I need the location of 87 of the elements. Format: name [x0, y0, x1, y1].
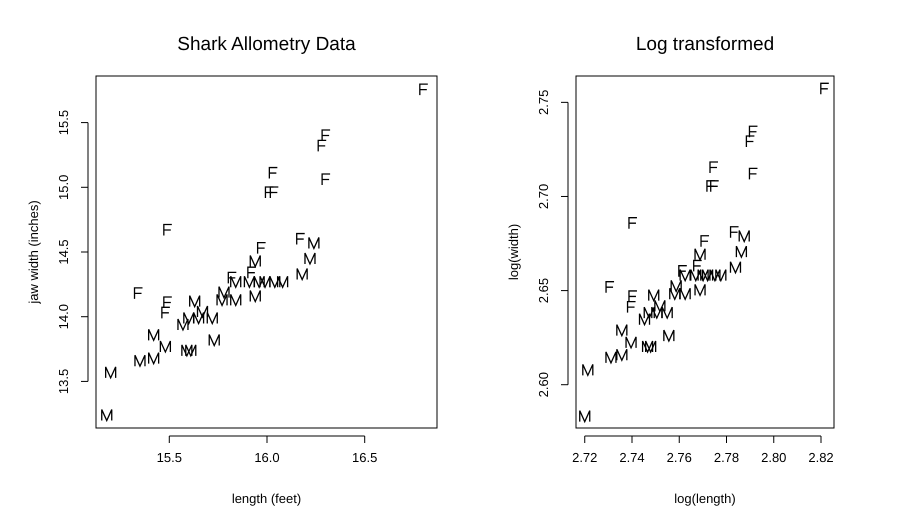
y-tick-label: 2.75 [536, 90, 551, 116]
point [625, 336, 637, 349]
point [230, 294, 242, 306]
point [270, 186, 279, 199]
point [709, 161, 719, 174]
chart-title: Shark Allometry Data [177, 34, 356, 55]
point [694, 248, 706, 260]
y-tick-label: 2.60 [536, 372, 551, 398]
point [230, 276, 242, 288]
point [134, 354, 146, 367]
x-tick-label: 2.78 [714, 450, 740, 466]
point [148, 328, 160, 341]
point [247, 266, 257, 279]
point [177, 318, 189, 331]
point [710, 180, 720, 192]
point [670, 280, 682, 292]
point [161, 306, 171, 319]
y-tick-label: 14.5 [56, 239, 71, 265]
point [308, 236, 320, 250]
point [206, 312, 218, 324]
point [628, 217, 638, 230]
point [163, 224, 172, 236]
point [148, 352, 160, 364]
x-tick-label: 15.5 [156, 450, 182, 466]
point [582, 364, 594, 376]
point [185, 344, 196, 357]
point [296, 232, 306, 246]
point [638, 313, 650, 326]
y-tick-label: 15.0 [56, 174, 71, 200]
y-tick-label: 15.5 [56, 110, 71, 136]
point [304, 252, 316, 265]
x-tick-label: 2.72 [572, 450, 598, 466]
point [216, 294, 228, 306]
point [208, 334, 220, 346]
point [736, 245, 748, 258]
point [419, 83, 428, 96]
y-axis-title: log(width) [506, 224, 521, 280]
x-tick-label: 2.82 [808, 450, 834, 466]
point [700, 235, 710, 248]
chart-title: Log transformed [636, 34, 774, 55]
point [694, 284, 706, 296]
point [820, 82, 830, 95]
point [748, 126, 758, 138]
y-axis-title: jaw width (inches) [26, 200, 41, 305]
point [228, 272, 237, 284]
point [663, 329, 674, 342]
point [250, 290, 261, 302]
point [648, 288, 660, 302]
point [738, 230, 750, 242]
point [160, 340, 172, 353]
point [654, 300, 666, 312]
x-tick-label: 2.80 [761, 450, 786, 466]
y-tick-label: 13.5 [56, 368, 71, 394]
point [250, 254, 261, 268]
point [626, 301, 636, 314]
point [134, 287, 144, 300]
point [256, 242, 266, 254]
x-tick-label: 16.0 [254, 450, 280, 466]
point [746, 135, 756, 148]
point [693, 260, 702, 272]
point [616, 324, 628, 336]
point [296, 268, 308, 280]
x-tick-label: 2.76 [666, 450, 692, 466]
point [579, 410, 590, 422]
y-tick-label: 2.70 [536, 184, 551, 210]
point [730, 261, 742, 274]
point [318, 140, 327, 152]
point [268, 166, 278, 180]
x-tick-label: 16.5 [352, 450, 378, 466]
y-tick-label: 2.65 [536, 278, 551, 304]
point [748, 168, 758, 180]
point [101, 408, 112, 422]
x-axis-title: length (feet) [232, 491, 302, 506]
y-tick-label: 14.0 [56, 304, 71, 330]
point [642, 340, 654, 353]
x-tick-label: 2.74 [619, 450, 645, 466]
point [218, 286, 230, 298]
point [181, 344, 193, 357]
point [605, 281, 615, 294]
point [645, 340, 656, 353]
point [196, 305, 208, 318]
x-axis-title: log(length) [674, 491, 736, 506]
point [678, 265, 688, 278]
point [189, 295, 200, 308]
point [105, 366, 116, 379]
point [321, 173, 331, 186]
point [730, 226, 740, 238]
